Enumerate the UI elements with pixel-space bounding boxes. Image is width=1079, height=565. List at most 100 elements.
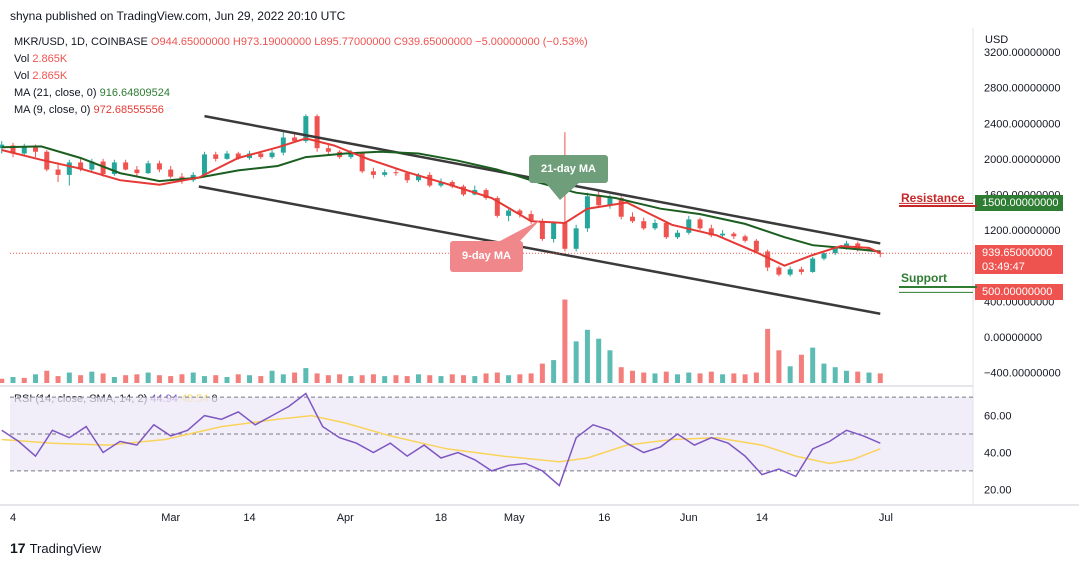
candle-body <box>21 146 27 154</box>
candle-body <box>213 154 219 159</box>
ma21-value: 916.64809524 <box>99 87 170 99</box>
tradingview-logo[interactable]: 17 TradingView <box>10 540 101 556</box>
volume-bar <box>528 373 534 383</box>
candle-body <box>66 162 72 175</box>
candle-body <box>720 233 726 236</box>
rsi-y-tick-label: 40.00 <box>984 447 1012 459</box>
volume-bar <box>720 374 726 383</box>
candle-body <box>33 146 39 152</box>
volume-bar <box>258 376 264 383</box>
candle-body <box>629 216 635 222</box>
candle-body <box>235 153 241 158</box>
volume-bar <box>483 373 489 383</box>
volume-bar <box>573 341 579 383</box>
volume-bar <box>843 370 849 383</box>
candle-body <box>539 221 545 239</box>
ohlc-high: H973.19000000 <box>232 36 312 48</box>
ohlc-close: C939.65000000 <box>393 36 473 48</box>
ma9-value: 972.68555556 <box>93 104 164 116</box>
volume-bar <box>539 363 545 383</box>
tradingview-logo-text: TradingView <box>29 540 102 556</box>
y-tick-label: −400.00000000 <box>984 368 1061 380</box>
volume-bar <box>675 374 681 383</box>
volume-bar <box>325 375 331 383</box>
support-label: Support <box>901 271 947 285</box>
candle-body <box>258 153 264 158</box>
volume-bar <box>708 371 714 383</box>
volume-bar <box>269 370 275 383</box>
candle-body <box>607 198 613 206</box>
ma21-legend[interactable]: MA (21, close, 0) 916.64809524 <box>14 86 170 100</box>
candle-body <box>866 248 872 250</box>
volume-bar <box>21 377 27 383</box>
candle-body <box>201 154 207 175</box>
ma21-line <box>1 145 881 253</box>
volume-bar <box>449 374 455 383</box>
x-tick-label: May <box>504 512 525 524</box>
x-tick-label: 4 <box>10 512 16 524</box>
volume-bar <box>765 328 771 383</box>
candle-body <box>787 269 793 275</box>
support-price-box: 500.00000000 <box>975 284 1063 301</box>
volume-bar <box>314 373 320 383</box>
ma21-callout-pointer <box>545 182 580 200</box>
symbol-name[interactable]: MKR/USD, 1D, COINBASE <box>14 36 148 48</box>
volume-bar <box>810 347 816 383</box>
volume-bar <box>652 373 658 383</box>
candle-body <box>765 251 771 268</box>
candle-body <box>494 198 500 216</box>
volume-bar <box>123 375 129 383</box>
candle-body <box>438 182 444 186</box>
vol-legend-1[interactable]: Vol 2.865K <box>14 52 67 66</box>
rsi-y-tick-label: 20.00 <box>984 484 1012 496</box>
candle-body <box>573 228 579 249</box>
volume-bar <box>111 376 117 383</box>
volume-bar <box>55 376 61 383</box>
channel-lower-line <box>198 185 881 316</box>
volume-bar <box>235 374 241 383</box>
volume-bar <box>618 367 624 383</box>
candle-body <box>10 145 16 154</box>
rsi-sma-line <box>1 414 881 465</box>
ma9-legend[interactable]: MA (9, close, 0) 972.68555556 <box>14 103 164 117</box>
resistance-price-box: 1500.00000000 <box>975 195 1063 212</box>
ohlc-low: L895.77000000 <box>314 36 391 48</box>
currency-label: USD <box>985 34 1009 46</box>
candle-body <box>584 196 590 229</box>
volume-bar <box>855 371 861 383</box>
candle-body <box>303 116 309 142</box>
volume-bar <box>753 372 759 383</box>
x-tick-label: 14 <box>756 512 768 524</box>
volume-bar <box>686 372 692 383</box>
y-tick-label: 0.00000000 <box>984 332 1042 344</box>
candle-body <box>652 222 658 229</box>
x-tick-label: Mar <box>161 512 180 524</box>
candle-body <box>742 236 748 241</box>
candle-body <box>123 162 129 170</box>
candle-body <box>506 210 512 216</box>
volume-bar <box>66 372 72 383</box>
volume-bar <box>33 374 39 383</box>
volume-bar <box>359 375 365 383</box>
volume-bar <box>584 329 590 383</box>
candle-body <box>832 247 838 254</box>
candle-body <box>461 186 467 195</box>
candle-body <box>810 258 816 272</box>
vol-legend-2[interactable]: Vol 2.865K <box>14 69 67 83</box>
candle-body <box>798 269 804 272</box>
volume-bar <box>506 375 512 383</box>
volume-bar <box>224 376 230 383</box>
rsi-band-fill <box>10 397 973 471</box>
candle-body <box>269 152 275 158</box>
candle-body <box>348 152 354 158</box>
volume-bar <box>393 375 399 383</box>
volume-bar <box>168 376 174 383</box>
candle-body <box>697 219 703 229</box>
ma9-line <box>1 137 881 267</box>
candle-body <box>753 240 759 252</box>
candle-body <box>100 161 106 175</box>
current-price-box: 939.65000000 03:49:47 <box>975 245 1063 275</box>
candle-body <box>314 116 320 149</box>
volume-bar <box>798 354 804 383</box>
